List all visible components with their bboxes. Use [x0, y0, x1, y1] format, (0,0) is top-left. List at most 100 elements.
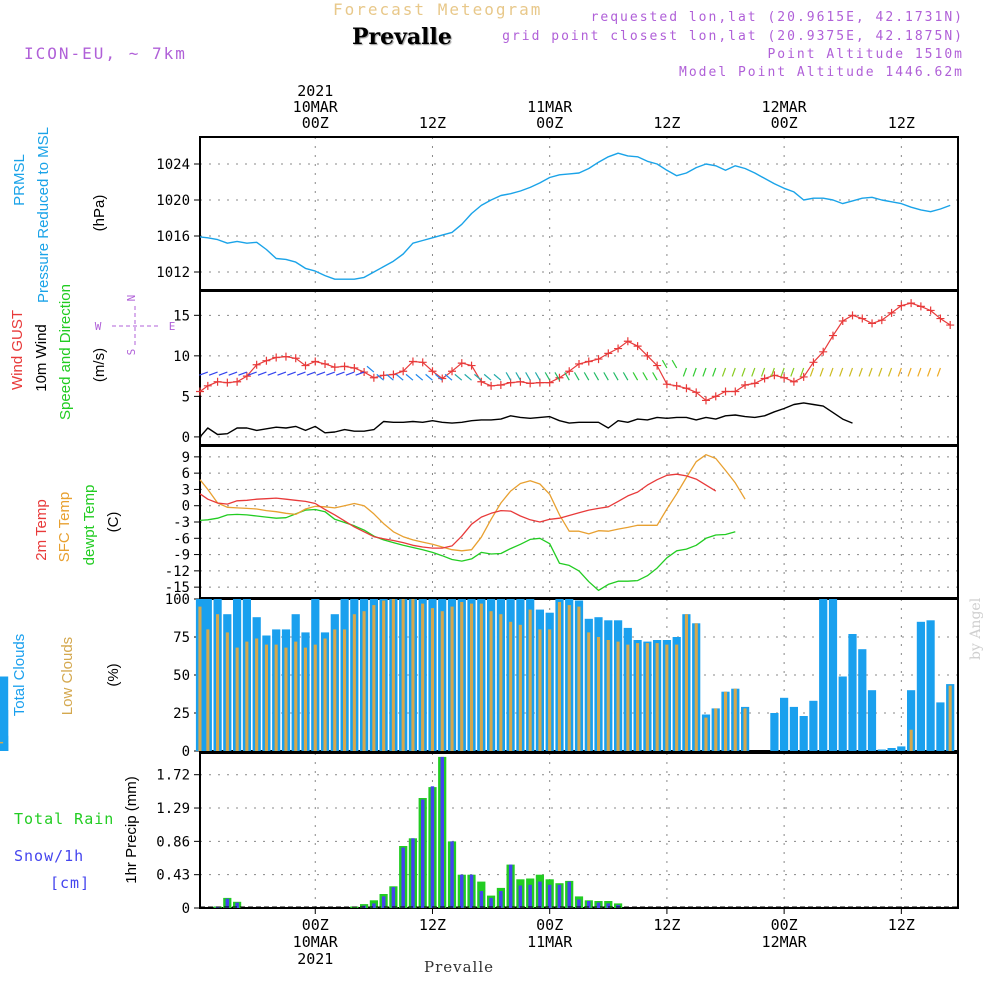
- wind-gust-marker: [887, 308, 896, 317]
- bottom-time-label: 12Z: [419, 916, 446, 934]
- station-title: Prevalle: [352, 24, 452, 50]
- wind-direction-arrow: [287, 371, 296, 376]
- wind-direction-arrow: [355, 371, 365, 376]
- bottom-time-label: 00Z: [302, 916, 329, 934]
- low-clouds-bar: [548, 629, 552, 751]
- wind-direction-arrow: [917, 367, 922, 377]
- snow-bar: [528, 884, 532, 909]
- wind-direction-arrow: [858, 367, 863, 377]
- low-clouds-bar: [704, 717, 708, 751]
- wind-direction-arrow: [907, 367, 912, 377]
- low-clouds-bar: [401, 599, 405, 751]
- pressure-msl-label: Pressure Reduced to MSL: [35, 127, 52, 303]
- wind-gust-marker: [350, 364, 359, 372]
- wind-gust-marker: [711, 392, 720, 401]
- wind-gust-marker: [750, 379, 759, 388]
- wind-gust-marker: [721, 387, 730, 396]
- clouds-ytick-label: 25: [173, 706, 190, 722]
- wind-gust-marker: [936, 314, 945, 323]
- wind-direction-arrow: [493, 373, 502, 381]
- wind-direction-arrow: [936, 367, 941, 377]
- wind-direction-arrow: [632, 372, 639, 381]
- wind-direction-arrow: [751, 367, 756, 377]
- prmsl-label: PRMSL: [11, 154, 28, 206]
- wind-direction-arrow: [603, 372, 609, 381]
- bottom-time-label: 2021: [297, 950, 333, 968]
- wind-gust-marker: [604, 349, 613, 358]
- low-clouds-bar: [362, 611, 366, 751]
- wind-gust-marker: [643, 351, 652, 360]
- low-clouds-bar: [509, 621, 513, 751]
- compass-cross: [112, 306, 160, 346]
- top-time-label: 12Z: [888, 114, 915, 132]
- low-clouds-bar: [557, 602, 561, 751]
- compass-w-label: W: [95, 320, 102, 333]
- wind-direction-arrow: [444, 373, 453, 381]
- snow-bar: [538, 881, 542, 908]
- wind-gust-marker: [242, 372, 251, 381]
- precip-ytick-label: 0.86: [156, 834, 190, 850]
- low-clouds-bar: [450, 606, 454, 751]
- wind-direction-arrow: [544, 372, 551, 381]
- wind-direction-arrow: [848, 367, 854, 377]
- temp-2m-line: [199, 473, 717, 549]
- wind-direction-arrow: [386, 373, 394, 381]
- wind-ytick-label: 10: [173, 349, 190, 365]
- wind-direction-arrow: [228, 371, 238, 376]
- top-time-label: 12Z: [653, 114, 680, 132]
- low-clouds-bar: [274, 644, 278, 751]
- wind-gust-marker: [555, 373, 564, 382]
- total-clouds-bar: [858, 649, 867, 751]
- low-clouds-bar: [489, 611, 493, 751]
- snow-bar: [489, 897, 493, 908]
- low-clouds-bar: [470, 603, 474, 751]
- snow-bar: [440, 756, 444, 908]
- wind-direction-arrow: [247, 371, 257, 376]
- precip-ytick-label: 0.43: [156, 868, 190, 884]
- low-clouds-bar: [382, 600, 386, 751]
- wind-gust-marker: [330, 363, 339, 372]
- clouds-ytick-label: 0: [182, 744, 190, 760]
- low-clouds-bar: [479, 603, 483, 751]
- wind-direction-arrow: [721, 367, 727, 377]
- wind-direction-arrow: [434, 373, 443, 381]
- snow-bar: [596, 902, 601, 908]
- wind-gust-marker: [428, 367, 437, 376]
- precip-ytick-label: 0: [182, 901, 190, 917]
- precip-unit-label: 1hr Precip (mm): [123, 776, 140, 884]
- compass-e-label: E: [169, 320, 176, 333]
- pressure-ytick-label: 1024: [156, 157, 190, 173]
- wind-speed-line: [199, 402, 853, 438]
- wind-gust-marker: [565, 367, 574, 376]
- low-clouds-bar: [587, 632, 591, 751]
- temperature-ytick-label: -15: [165, 580, 190, 596]
- sfc-temp-line: [199, 454, 746, 552]
- top-time-label: 2021: [297, 82, 333, 100]
- wind-gust-marker: [809, 358, 818, 367]
- temperature-ytick-label: 3: [182, 482, 190, 498]
- wind-direction-arrow: [366, 365, 375, 373]
- footer-station-label: Prevalle: [424, 958, 495, 976]
- wind-gust-marker: [682, 384, 691, 393]
- temp-2m-label: 2m Temp: [33, 499, 50, 560]
- bottom-time-label: 10MAR: [293, 933, 339, 951]
- wind-gust-marker: [926, 306, 935, 315]
- wind-gust-marker: [584, 357, 593, 366]
- temperature-ytick-label: -12: [165, 564, 190, 580]
- wind-direction-arrow: [702, 367, 707, 377]
- low-clouds-bar: [684, 614, 688, 751]
- snow-bar: [577, 899, 581, 908]
- wind-direction-arrow: [790, 367, 795, 377]
- low-clouds-bar: [216, 614, 220, 751]
- wind-gust-marker: [467, 361, 476, 370]
- snow-label: Snow/1h: [14, 847, 84, 865]
- wind-direction-arrow: [238, 371, 248, 376]
- snow-bar: [469, 874, 474, 908]
- total-clouds-bar: [0, 676, 9, 751]
- total-clouds-bar: [916, 621, 925, 751]
- wind-panel: 0 5 10 15 N W E S: [95, 291, 959, 446]
- wind-direction-arrow: [593, 372, 600, 381]
- low-clouds-bar: [616, 641, 620, 751]
- wind-direction-arrow: [652, 372, 658, 381]
